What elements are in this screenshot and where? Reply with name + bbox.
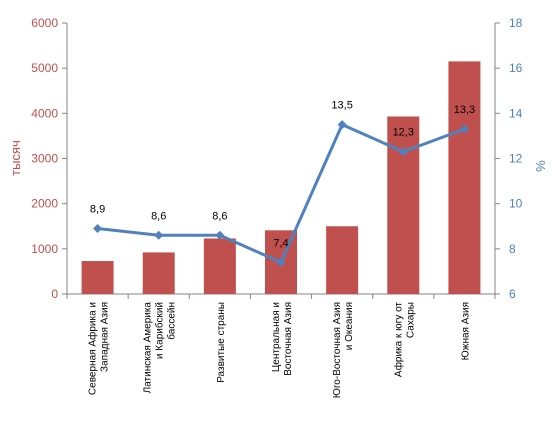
x-tick-label-text: Африка к югу отСахары	[392, 302, 416, 378]
x-tick-label-text: Центральная иВосточная Азия	[271, 302, 294, 376]
bar	[81, 261, 114, 294]
line-point	[93, 224, 103, 234]
y-right-tick-label: 14	[509, 106, 523, 120]
y-right-tick-label: 18	[509, 16, 523, 30]
line-point	[459, 124, 469, 134]
y-right-tick-label: 8	[509, 242, 516, 256]
data-label: 8,9	[90, 204, 105, 216]
x-tick-label-line: Северная Африка и	[87, 302, 99, 395]
data-label: 7,4	[273, 237, 288, 249]
y-right-tick-label: 12	[509, 152, 523, 166]
bar	[387, 116, 420, 295]
x-tick-label-line: Развитые страны	[216, 302, 227, 383]
x-tick-label-line: Центральная и	[271, 302, 282, 372]
x-tick-label-line: Южная Азия	[460, 302, 471, 360]
line-point	[215, 230, 225, 240]
x-tick-label: Африка к югу отСахары	[392, 302, 416, 378]
x-tick-label-line: Латинская Америка	[143, 302, 154, 394]
x-tick-label-text: Развитые страны	[216, 302, 227, 383]
y-axis-right-title: %	[533, 160, 548, 172]
bar	[448, 61, 481, 295]
x-tick-label: Развитые страны	[216, 302, 227, 383]
x-tick-label-text: Северная Африка иЗападная Азия	[87, 302, 111, 395]
bar	[203, 238, 236, 294]
y-right-tick-label: 6	[509, 287, 516, 301]
x-tick-label-text: Южная Азия	[460, 302, 471, 360]
x-tick-label-text: Латинская Америкаи Карибскийбассейн	[143, 302, 178, 394]
y-left-tick-label: 2000	[31, 197, 58, 211]
x-tick-label: Южная Азия	[460, 302, 471, 360]
x-tick-label: Северная Африка иЗападная Азия	[87, 302, 111, 395]
y-left-tick-label: 5000	[31, 61, 58, 75]
data-label: 8,6	[212, 210, 227, 222]
y-axis-left-title: тысяч	[8, 140, 23, 176]
x-tick-label-line: Восточная Азия	[283, 302, 294, 376]
line-point	[276, 257, 286, 267]
x-tick-label-line: бассейн	[166, 302, 178, 340]
line-point	[398, 147, 408, 157]
x-tick-label-line: и Карибский	[154, 302, 166, 359]
x-tick-label: Латинская Америкаи Карибскийбассейн	[143, 302, 178, 394]
x-tick-label-line: Африка к югу от	[392, 302, 404, 378]
y-left-tick-label: 0	[51, 287, 58, 301]
x-tick-label-line: Западная Азия	[100, 302, 111, 372]
y-left-tick-label: 3000	[31, 152, 58, 166]
data-label: 13,5	[331, 100, 352, 112]
data-label: 12,3	[393, 127, 414, 139]
y-right-tick-label: 10	[509, 197, 523, 211]
line-point	[154, 230, 164, 240]
data-label: 8,6	[151, 210, 166, 222]
x-tick-label: Юго-Восточная Азияи Океания	[332, 302, 355, 398]
x-tick-label-line: Сахары	[405, 302, 416, 338]
bar	[326, 226, 359, 294]
bar	[142, 252, 175, 294]
line-point	[337, 120, 347, 130]
data-label: 13,3	[454, 104, 475, 116]
x-tick-label: Центральная иВосточная Азия	[271, 302, 294, 376]
x-tick-label-line: Юго-Восточная Азия	[332, 302, 343, 398]
x-tick-label-text: Юго-Восточная Азияи Океания	[332, 302, 355, 398]
y-left-tick-label: 1000	[31, 242, 58, 256]
y-left-tick-label: 4000	[31, 106, 58, 120]
y-right-tick-label: 16	[509, 61, 523, 75]
x-tick-label-line: и Океания	[344, 302, 355, 350]
y-left-tick-label: 6000	[31, 16, 58, 30]
